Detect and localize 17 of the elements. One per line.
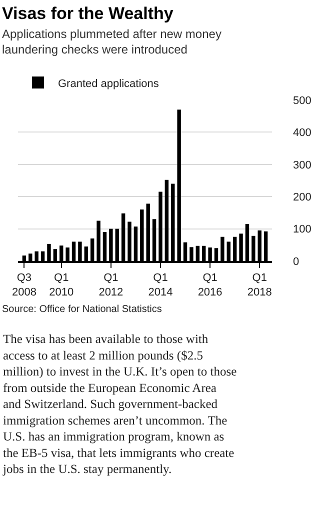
x-tick-label: Q1 2012 — [98, 272, 124, 298]
y-tick-label: 500 — [293, 94, 312, 107]
y-tick-label: 100 — [293, 224, 312, 236]
y-tick-label: 200 — [293, 191, 312, 204]
y-tick-label: 0 — [293, 256, 300, 268]
legend-label: Granted applications — [58, 78, 160, 90]
y-tick-label: 300 — [293, 159, 312, 172]
x-tick-label: Q3 2008 — [12, 272, 36, 298]
y-tick-label: 400 — [293, 127, 312, 140]
x-tick-label: Q1 2014 — [148, 272, 173, 298]
x-tick-label: Q1 2018 — [247, 272, 272, 298]
x-tick-label: Q1 2016 — [198, 272, 222, 298]
source-note: Source: Office for National Statistics — [2, 304, 162, 315]
chart-title: Visas for the Wealthy — [2, 4, 174, 23]
text: The visa has been available to those with access to at least 2 million pounds ($2.5 million) to invest in the U.K. It’s open to those from outside the European Economic Area and Switzerland. Such government-backed immigration schemes aren’t uncommon. The U.S. has an immigration program, known as the EB-5 visa, that lets immigrants who create jobs in the U.S. stay permanently. — [3, 332, 237, 476]
x-tick-label: Q1 2010 — [49, 272, 74, 298]
chart-subtitle: Applications plummeted after new money laundering checks were introduced — [2, 27, 222, 57]
